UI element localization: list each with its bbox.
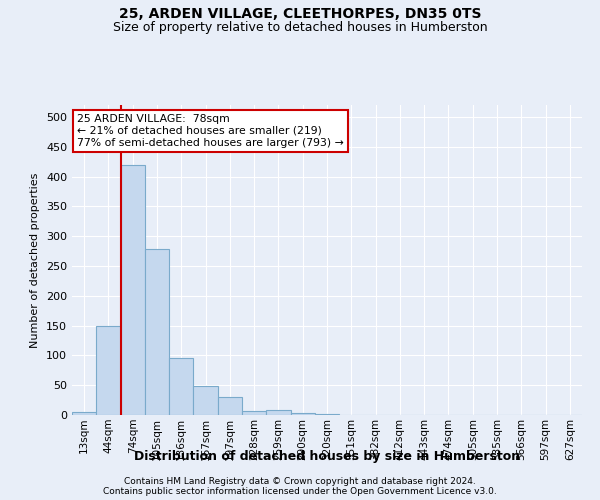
Text: Contains HM Land Registry data © Crown copyright and database right 2024.: Contains HM Land Registry data © Crown c… <box>124 476 476 486</box>
Bar <box>121 164 145 415</box>
Bar <box>290 412 315 415</box>
Text: 25 ARDEN VILLAGE:  78sqm
← 21% of detached houses are smaller (219)
77% of semi-: 25 ARDEN VILLAGE: 78sqm ← 21% of detache… <box>77 114 344 148</box>
Y-axis label: Number of detached properties: Number of detached properties <box>31 172 40 348</box>
Text: Size of property relative to detached houses in Humberston: Size of property relative to detached ho… <box>113 21 487 34</box>
Text: Contains public sector information licensed under the Open Government Licence v3: Contains public sector information licen… <box>103 486 497 496</box>
Text: 25, ARDEN VILLAGE, CLEETHORPES, DN35 0TS: 25, ARDEN VILLAGE, CLEETHORPES, DN35 0TS <box>119 8 481 22</box>
Bar <box>193 386 218 415</box>
Bar <box>72 412 96 415</box>
Text: Distribution of detached houses by size in Humberston: Distribution of detached houses by size … <box>134 450 520 463</box>
Bar <box>218 397 242 415</box>
Bar <box>242 412 266 415</box>
Bar <box>169 358 193 415</box>
Bar <box>266 410 290 415</box>
Bar <box>96 326 121 415</box>
Bar <box>315 414 339 415</box>
Bar <box>145 250 169 415</box>
